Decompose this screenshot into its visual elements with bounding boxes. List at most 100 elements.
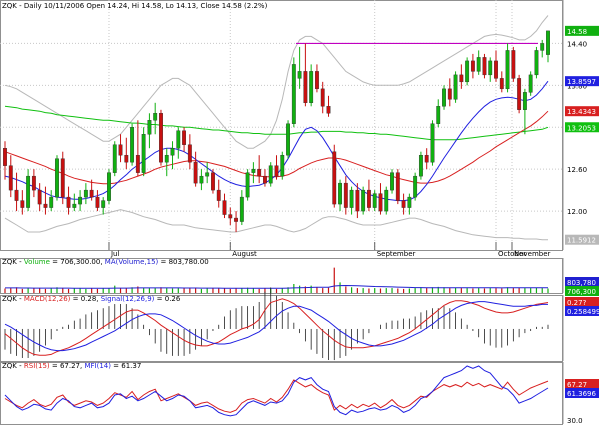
candle-body xyxy=(418,154,423,177)
candle-body xyxy=(407,196,412,208)
candle-body xyxy=(159,113,163,163)
price-right-label: 13.8597 xyxy=(567,78,596,86)
price-right-label-box xyxy=(565,76,599,87)
candle-body xyxy=(303,71,308,104)
candle-body xyxy=(291,64,296,124)
candle-body xyxy=(499,78,504,90)
candle-body xyxy=(326,106,331,114)
ma-green-line xyxy=(4,105,549,141)
candle-body xyxy=(315,71,319,90)
price-tick-label: 12.00 xyxy=(567,208,587,216)
candle-body xyxy=(234,217,238,222)
candle-body xyxy=(199,175,204,184)
price-right-label-box xyxy=(565,25,599,36)
candle-body xyxy=(459,74,464,83)
rsi-label-box xyxy=(565,379,599,389)
volume-ma-label: 803,780 xyxy=(567,279,596,287)
candle-body xyxy=(216,189,221,201)
candle-body xyxy=(8,165,13,191)
rsi-line xyxy=(4,379,549,413)
candle-body xyxy=(424,154,429,163)
candle-body xyxy=(153,113,158,121)
candle-body xyxy=(465,60,470,83)
candle-body xyxy=(366,189,371,208)
candle-body xyxy=(470,60,475,72)
candle-body xyxy=(401,200,406,208)
candle-body xyxy=(164,154,169,163)
candle-body xyxy=(55,158,59,198)
macd-signal-label-box xyxy=(565,306,599,316)
candle-body xyxy=(72,203,77,208)
volume-ma-line xyxy=(5,284,548,289)
macd-signal-label: 0.258499 xyxy=(567,308,600,316)
candle-body xyxy=(274,165,279,177)
macd-frame xyxy=(0,295,563,362)
candle-body xyxy=(245,172,250,198)
price-right-label-box xyxy=(565,122,599,133)
candle-body xyxy=(124,154,129,163)
candle-body xyxy=(141,134,146,173)
candle-body xyxy=(263,175,267,184)
macd-label-box xyxy=(565,297,599,307)
candle-body xyxy=(118,144,123,156)
bollinger-lower xyxy=(4,209,548,241)
volume-ma-label-box xyxy=(565,277,599,287)
candle-body xyxy=(286,123,290,156)
candle-body xyxy=(343,182,348,208)
price-right-label-box xyxy=(565,234,599,245)
mfi-line xyxy=(4,365,549,417)
candle-body xyxy=(83,189,88,198)
volume-header: ZQK - Volume = 706,300.00, MA(Volume,15)… xyxy=(2,258,209,266)
price-right-label-box xyxy=(565,106,599,117)
bollinger-upper xyxy=(4,15,549,149)
candle-body xyxy=(107,172,111,201)
month-label: August xyxy=(232,250,257,258)
candle-body xyxy=(78,196,83,205)
candle-body xyxy=(349,189,354,208)
candle-body xyxy=(170,148,175,156)
price-panel: 12.0012.6013.2013.8014.40JulAugustSeptem… xyxy=(0,0,599,258)
mfi-label-box xyxy=(565,388,599,398)
candle-body xyxy=(436,106,441,124)
candle-body xyxy=(130,127,135,163)
candle-body xyxy=(320,88,325,107)
candle-body xyxy=(37,189,42,205)
candle-body xyxy=(257,168,262,177)
candle-body xyxy=(332,151,337,205)
candle-body xyxy=(482,57,487,76)
candle-body xyxy=(60,158,65,198)
candle-body xyxy=(540,43,545,51)
candle-body xyxy=(228,214,233,219)
rsi-tick-label: 30.0 xyxy=(567,417,583,425)
rsi-frame xyxy=(0,362,563,425)
price-right-label: 14.58 xyxy=(567,28,587,36)
candle-body xyxy=(430,123,435,163)
candle-body xyxy=(268,165,273,184)
price-tick-label: 12.60 xyxy=(567,166,587,174)
candle-body xyxy=(488,60,493,76)
candle-body xyxy=(297,71,302,79)
candle-body xyxy=(505,50,510,90)
price-tick-label: 14.40 xyxy=(567,40,587,48)
price-right-label: 13.2053 xyxy=(567,124,596,132)
candle-body xyxy=(14,189,19,201)
macd-panel: 0.27?0.258499 xyxy=(0,287,600,362)
candle-body xyxy=(447,88,452,100)
candle-body xyxy=(372,193,377,208)
macd-signal-line xyxy=(4,301,548,352)
candle-body xyxy=(476,57,481,72)
month-label: Jul xyxy=(110,250,120,258)
candle-body xyxy=(43,203,48,208)
month-label: November xyxy=(514,250,551,258)
candle-body xyxy=(522,92,527,110)
candle-body xyxy=(182,130,187,145)
candle-body xyxy=(135,154,140,173)
price-right-label: 11.5912 xyxy=(567,237,596,245)
candle-body xyxy=(95,196,100,208)
month-label: October xyxy=(498,250,526,258)
candle-body xyxy=(280,154,285,177)
candle-body xyxy=(187,144,192,163)
candle-body xyxy=(193,161,198,184)
